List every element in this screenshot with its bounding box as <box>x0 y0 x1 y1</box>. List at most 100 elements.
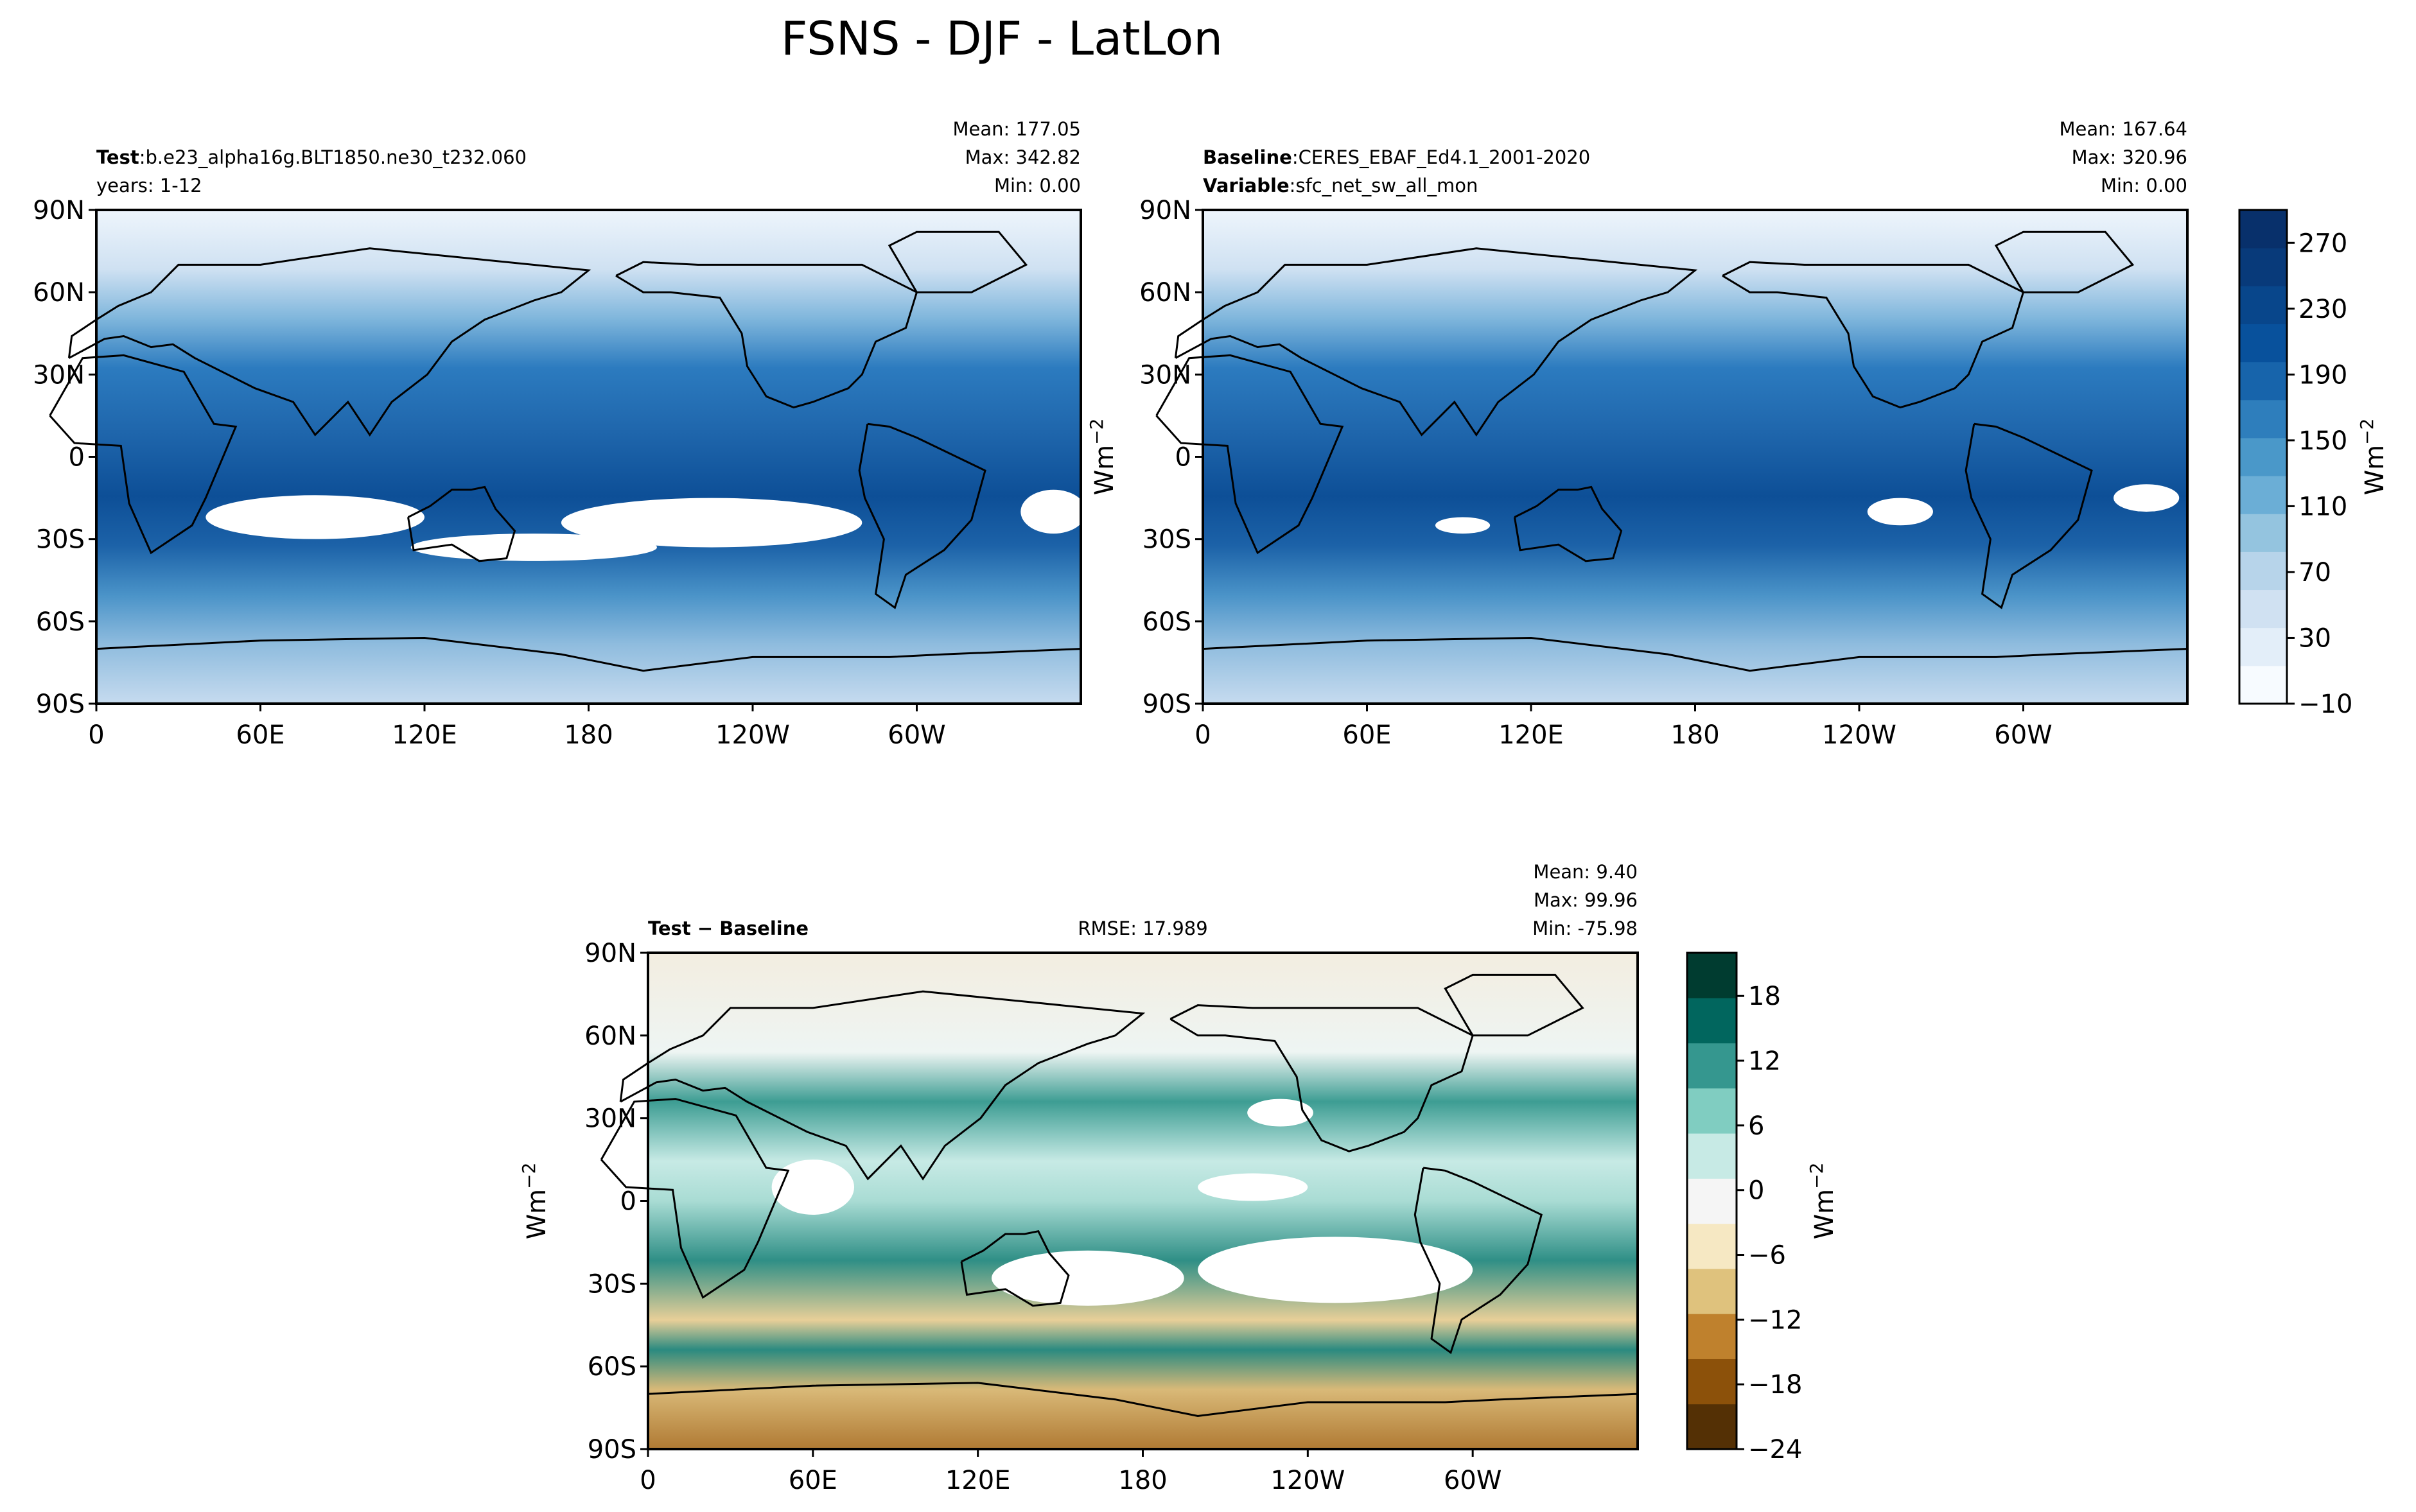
colorbar-tick-label: −24 <box>1748 1435 1802 1464</box>
missing-data-region <box>992 1250 1184 1306</box>
x-tick-label: 60W <box>1994 720 2052 750</box>
stat-min: Min: 0.00 <box>2101 175 2187 196</box>
difference-panel: 0 60E 120E 180 120W 60W90N60N30N030S60S90STes… <box>518 861 1840 1495</box>
y-tick-label: 30S <box>588 1269 636 1299</box>
coastline <box>1965 422 2093 609</box>
header-line-2: Variable:sfc_net_sw_all_mon <box>1203 175 1478 196</box>
y-tick-label: 60N <box>33 278 85 308</box>
x-tick-label: 180 <box>1118 1466 1167 1495</box>
colorbar-tick-label: 270 <box>2298 229 2347 258</box>
colorbar-bin <box>2239 665 2287 704</box>
colorbar-tick-label: 190 <box>2298 360 2347 390</box>
stat-max: Max: 99.96 <box>1534 889 1638 911</box>
missing-data-region <box>1020 489 1087 534</box>
x-tick-label: 120E <box>392 720 457 750</box>
figure-title: FSNS - DJF - LatLon <box>781 12 1223 65</box>
y-tick-label: 90S <box>588 1435 636 1464</box>
x-tick-label: 120E <box>945 1466 1011 1495</box>
colorbar-bin <box>2239 210 2287 248</box>
x-tick-label: 120W <box>1822 720 1896 750</box>
colorbar-tick-label: 6 <box>1748 1111 1764 1141</box>
y-tick-label: 0 <box>69 443 85 473</box>
x-tick-label: 120E <box>1498 720 1564 750</box>
colorbar-bin <box>2239 589 2287 629</box>
x-tick-label: 60W <box>1444 1466 1501 1495</box>
y-tick-label: 30N <box>584 1104 636 1134</box>
y-tick-label: 90N <box>33 196 85 225</box>
coastline <box>1994 230 2135 293</box>
coastline <box>1174 247 1698 437</box>
y-tick-label: 90N <box>1139 196 1191 225</box>
y-tick-label: 30S <box>36 525 85 555</box>
header-line-1: Test:b.e23_alpha16g.BLT1850.ne30_t232.06… <box>96 146 527 168</box>
coastline <box>1155 354 1344 555</box>
header-separator: : <box>1292 146 1299 168</box>
colorbar-bin <box>1687 1314 1737 1359</box>
colorbar-bin <box>1687 1088 1737 1134</box>
y-tick-label: 60N <box>1139 278 1191 308</box>
colorbar-frame <box>1686 952 1738 1450</box>
baseline-panel: 0 60E 120E 180 120W 60W 90N 60N 30N 0 30S 60S 90S Bas… <box>1086 118 2390 750</box>
header-value-2: sfc_net_sw_all_mon <box>1295 175 1478 196</box>
y-tick-label: 30N <box>1139 360 1191 390</box>
stat-max: Max: 342.82 <box>965 146 1081 168</box>
colorbar-bin <box>1687 1223 1737 1269</box>
colorbar-bin <box>2239 476 2287 514</box>
colorbar-bin <box>1687 1359 1737 1405</box>
stat-min: Min: 0.00 <box>994 175 1081 196</box>
colorbar-bin <box>1687 1403 1737 1450</box>
missing-data-region <box>1867 498 1933 526</box>
x-tick-label: 120W <box>715 720 790 750</box>
colorbar-frame <box>2238 209 2288 705</box>
header-separator: : <box>139 146 146 168</box>
missing-data-region <box>1247 1099 1313 1127</box>
header-label: Baseline <box>1203 146 1292 168</box>
colorbar-bin <box>1687 953 1737 998</box>
x-tick-label: 0 <box>640 1466 656 1495</box>
colorbar-tick-label: −18 <box>1748 1370 1802 1400</box>
colorbar-tick-label: −6 <box>1748 1241 1786 1271</box>
colorbar-bin <box>2239 627 2287 666</box>
y-tick-label: 60S <box>36 607 85 637</box>
colorbar-bin <box>2239 437 2287 476</box>
colorbar-bin <box>2239 361 2287 401</box>
missing-data-region <box>1198 1173 1308 1201</box>
field-fill <box>1203 210 2187 704</box>
colorbar-bin <box>1687 1133 1737 1179</box>
y-tick-label: 30N <box>33 360 85 390</box>
y-axis-unit: Wm−2 <box>1086 419 1120 496</box>
colorbar-tick-label: 110 <box>2298 492 2347 521</box>
header-label: Test − Baseline <box>648 917 809 939</box>
y-tick-label: 60N <box>584 1021 636 1051</box>
colorbar-bin <box>1687 1043 1737 1089</box>
colorbar-tick-label: 30 <box>2298 623 2331 653</box>
coastline <box>600 1098 790 1299</box>
coastline <box>858 422 986 609</box>
coastline <box>1444 973 1584 1037</box>
coastline <box>1414 1167 1543 1355</box>
colorbar-bin <box>2239 248 2287 286</box>
colorbar-tick-label: −12 <box>1748 1305 1802 1335</box>
colorbar-bin <box>2239 399 2287 439</box>
header-separator: : <box>1290 175 1296 196</box>
y-tick-label: 0 <box>1175 443 1191 473</box>
y-tick-label: 30S <box>1142 525 1191 555</box>
colorbar-tick-label: 70 <box>2298 558 2331 587</box>
coastline <box>49 354 238 555</box>
y-tick-label: 90S <box>36 690 85 719</box>
colorbar-bin <box>2239 514 2287 552</box>
x-tick-label: 120W <box>1270 1466 1345 1495</box>
coastline <box>407 485 516 562</box>
missing-data-region <box>206 495 425 539</box>
stat-mean: Mean: 9.40 <box>1533 861 1638 883</box>
stat-max: Max: 320.96 <box>2072 146 2187 168</box>
stat-min: Min: -75.98 <box>1532 917 1638 939</box>
coastline <box>67 247 591 437</box>
header-value: b.e23_alpha16g.BLT1850.ne30_t232.060 <box>146 146 527 168</box>
colorbar-bin <box>2239 286 2287 324</box>
x-tick-label: 180 <box>564 720 613 750</box>
header-value: CERES_EBAF_Ed4.1_2001-2020 <box>1299 146 1591 168</box>
colorbar-unit: Wm−2 <box>2356 419 2390 496</box>
rmse-label: RMSE: 17.989 <box>1078 917 1207 939</box>
